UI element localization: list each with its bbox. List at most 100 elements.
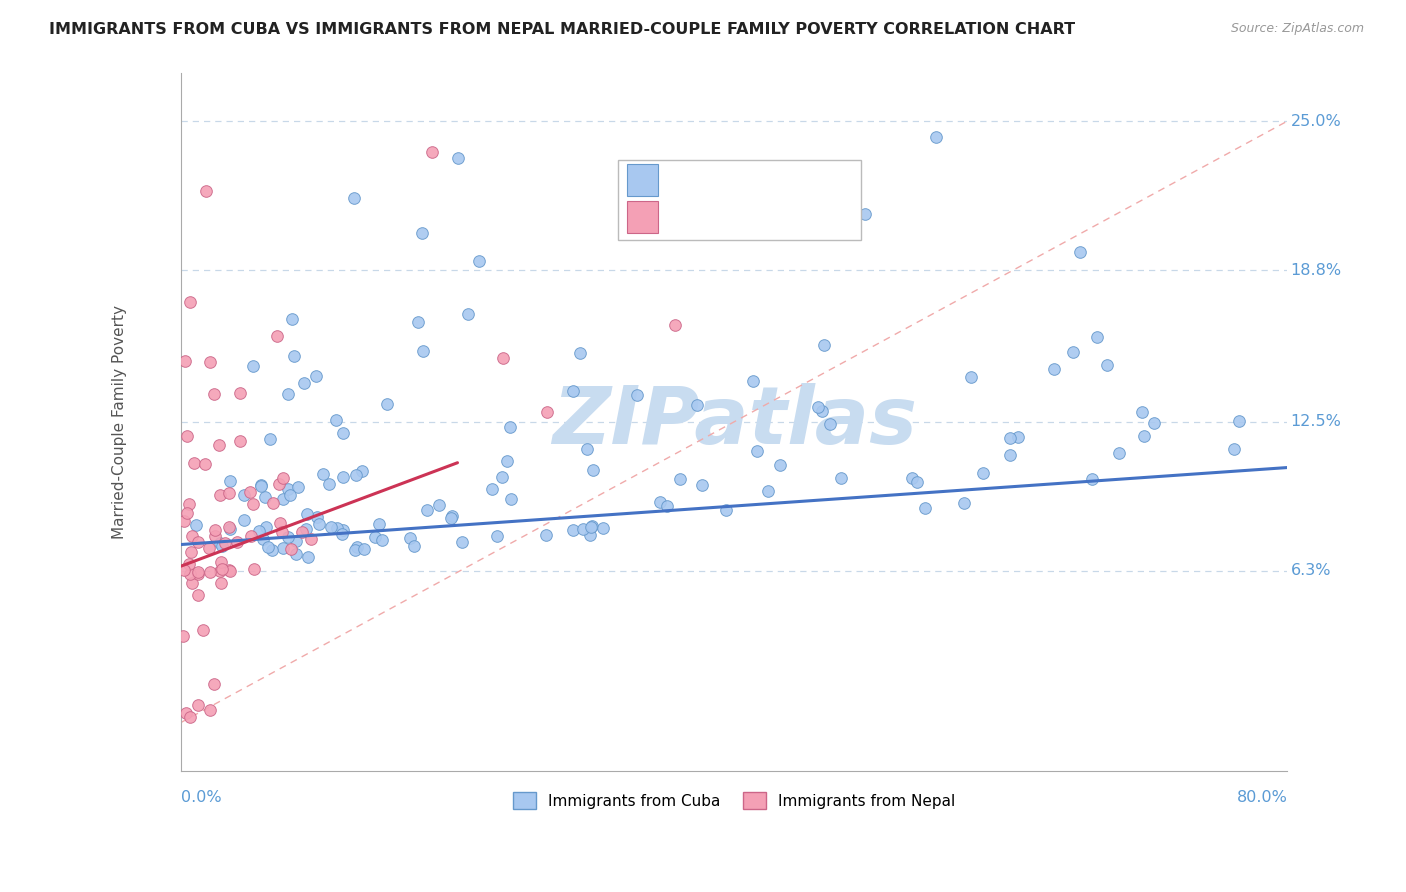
Point: [499, 420, 522, 434]
Point: [807, 400, 830, 414]
Point: [194, 457, 217, 471]
Point: [813, 338, 835, 352]
Point: [219, 564, 242, 578]
Point: [218, 522, 240, 536]
Point: [1081, 472, 1104, 486]
Point: [176, 506, 198, 520]
Point: [179, 294, 201, 309]
Point: [187, 566, 209, 581]
Text: 18.8%: 18.8%: [1291, 263, 1341, 277]
Point: [626, 387, 648, 401]
Point: [271, 525, 294, 540]
Point: [187, 588, 209, 602]
Legend: Immigrants from Cuba, Immigrants from Nepal: Immigrants from Cuba, Immigrants from Ne…: [506, 786, 962, 815]
Point: [262, 543, 284, 558]
Point: [690, 478, 713, 492]
Point: [173, 563, 195, 577]
Point: [447, 151, 470, 165]
Point: [561, 384, 583, 398]
Point: [1000, 432, 1022, 446]
Point: [209, 575, 232, 590]
Point: [440, 510, 463, 524]
Point: [756, 484, 779, 499]
Point: [536, 405, 558, 419]
Point: [440, 509, 463, 524]
Point: [664, 318, 686, 332]
Point: [332, 426, 354, 441]
Point: [305, 510, 328, 524]
Point: [326, 521, 349, 535]
Point: [191, 623, 214, 637]
Point: [211, 562, 233, 576]
Point: [277, 386, 299, 401]
Point: [253, 490, 276, 504]
Point: [468, 253, 491, 268]
Point: [562, 523, 585, 537]
Point: [491, 351, 513, 365]
Point: [1108, 446, 1130, 460]
Point: [1130, 405, 1153, 419]
Point: [243, 562, 266, 576]
Point: [402, 539, 425, 553]
Point: [262, 495, 284, 509]
Point: [183, 457, 205, 471]
Point: [273, 471, 295, 485]
Point: [297, 549, 319, 564]
Point: [218, 520, 240, 534]
Point: [250, 478, 273, 492]
Point: [1142, 416, 1164, 430]
Point: [277, 530, 299, 544]
Text: IMMIGRANTS FROM CUBA VS IMMIGRANTS FROM NEPAL MARRIED-COUPLE FAMILY POVERTY CORR: IMMIGRANTS FROM CUBA VS IMMIGRANTS FROM …: [49, 22, 1076, 37]
Point: [486, 529, 509, 543]
Point: [287, 480, 309, 494]
Point: [953, 496, 976, 510]
Point: [686, 399, 709, 413]
Text: ZIPatlas: ZIPatlas: [551, 383, 917, 461]
Point: [285, 533, 308, 548]
Point: [308, 516, 330, 531]
Point: [229, 386, 252, 401]
Point: [187, 565, 209, 579]
Point: [427, 498, 450, 512]
Point: [364, 530, 387, 544]
Point: [200, 565, 222, 579]
Point: [650, 494, 672, 508]
Text: 80.0%: 80.0%: [1236, 790, 1288, 805]
Point: [271, 541, 294, 555]
Point: [239, 484, 262, 499]
Point: [295, 507, 318, 521]
Point: [177, 558, 200, 572]
Point: [204, 523, 226, 537]
Point: [219, 475, 242, 489]
Point: [202, 386, 225, 401]
Point: [280, 541, 302, 556]
Point: [368, 517, 391, 532]
Point: [176, 428, 198, 442]
Point: [299, 532, 322, 546]
Point: [1007, 430, 1029, 444]
Text: Married-Couple Family Poverty: Married-Couple Family Poverty: [112, 305, 128, 539]
Point: [669, 472, 692, 486]
Point: [375, 397, 398, 411]
Point: [208, 488, 231, 502]
Point: [211, 539, 233, 553]
Point: [252, 532, 274, 546]
Point: [209, 565, 232, 579]
Point: [179, 710, 201, 724]
Point: [499, 492, 522, 507]
Point: [312, 467, 335, 482]
Point: [579, 520, 602, 534]
Point: [959, 369, 981, 384]
Point: [172, 629, 194, 643]
Point: [450, 535, 472, 549]
Point: [295, 522, 318, 536]
Point: [714, 503, 737, 517]
Point: [292, 376, 315, 390]
Point: [412, 343, 434, 358]
Point: [187, 698, 209, 712]
Point: [1223, 442, 1246, 456]
Point: [411, 226, 433, 240]
Point: [998, 449, 1021, 463]
Point: [269, 516, 291, 530]
Point: [277, 482, 299, 496]
